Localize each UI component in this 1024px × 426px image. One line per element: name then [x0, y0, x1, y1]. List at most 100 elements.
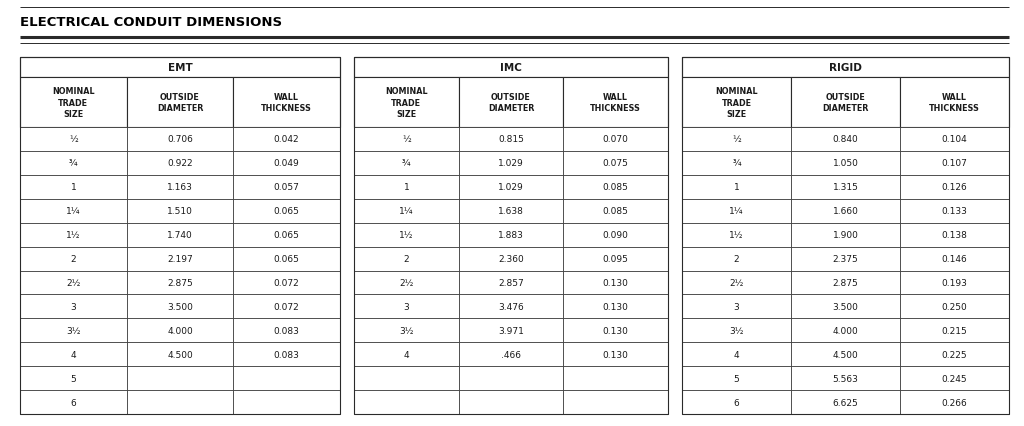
Text: 4.000: 4.000: [833, 326, 858, 335]
Text: 3½: 3½: [399, 326, 414, 335]
Text: 0.130: 0.130: [603, 350, 629, 359]
Bar: [682, 152, 791, 176]
Text: 0.138: 0.138: [941, 230, 968, 239]
Bar: [563, 247, 668, 271]
Text: 1¼: 1¼: [729, 207, 743, 216]
Text: 3.971: 3.971: [498, 326, 524, 335]
Bar: [563, 271, 668, 295]
Bar: [791, 271, 900, 295]
Text: 2: 2: [403, 254, 410, 263]
Text: 2.875: 2.875: [167, 278, 193, 287]
Bar: [233, 78, 340, 128]
Text: ½: ½: [402, 135, 411, 144]
Text: 1¼: 1¼: [399, 207, 414, 216]
Bar: [459, 247, 563, 271]
Bar: [127, 152, 233, 176]
Bar: [459, 366, 563, 390]
Bar: [233, 247, 340, 271]
Text: 0.107: 0.107: [941, 159, 968, 168]
Bar: [354, 78, 459, 128]
Text: 0.065: 0.065: [273, 230, 300, 239]
Text: 4.500: 4.500: [833, 350, 858, 359]
Text: 1.163: 1.163: [167, 183, 193, 192]
Bar: [682, 176, 791, 199]
Bar: [459, 128, 563, 152]
Text: 1½: 1½: [67, 230, 81, 239]
Bar: [563, 223, 668, 247]
Text: OUTSIDE
DIAMETER: OUTSIDE DIAMETER: [822, 93, 868, 113]
Bar: [791, 176, 900, 199]
Bar: [791, 128, 900, 152]
Text: 0.250: 0.250: [942, 302, 968, 311]
Bar: [127, 247, 233, 271]
Text: 1.315: 1.315: [833, 183, 858, 192]
Bar: [682, 390, 791, 414]
Bar: [459, 271, 563, 295]
Bar: [791, 78, 900, 128]
Text: 0.126: 0.126: [942, 183, 968, 192]
Bar: [127, 271, 233, 295]
Bar: [682, 58, 1009, 78]
Bar: [20, 128, 127, 152]
Bar: [682, 58, 1009, 414]
Bar: [354, 58, 668, 414]
Bar: [682, 271, 791, 295]
Text: 3.500: 3.500: [833, 302, 858, 311]
Bar: [20, 319, 127, 343]
Bar: [233, 223, 340, 247]
Bar: [563, 319, 668, 343]
Text: 6: 6: [71, 397, 76, 406]
Bar: [682, 223, 791, 247]
Text: 0.070: 0.070: [603, 135, 629, 144]
Bar: [233, 295, 340, 319]
Text: OUTSIDE
DIAMETER: OUTSIDE DIAMETER: [157, 93, 203, 113]
Bar: [682, 78, 791, 128]
Bar: [354, 223, 459, 247]
Bar: [900, 390, 1009, 414]
Bar: [233, 343, 340, 366]
Text: WALL
THICKNESS: WALL THICKNESS: [929, 93, 980, 113]
Text: ¾: ¾: [732, 159, 740, 168]
Bar: [20, 295, 127, 319]
Bar: [233, 319, 340, 343]
Text: 1.883: 1.883: [498, 230, 524, 239]
Bar: [233, 128, 340, 152]
Bar: [682, 128, 791, 152]
Bar: [127, 78, 233, 128]
Text: 1.050: 1.050: [833, 159, 858, 168]
Bar: [682, 366, 791, 390]
Text: 1½: 1½: [729, 230, 743, 239]
Bar: [354, 58, 668, 78]
Bar: [354, 128, 459, 152]
Bar: [127, 295, 233, 319]
Bar: [127, 223, 233, 247]
Text: WALL
THICKNESS: WALL THICKNESS: [590, 93, 641, 113]
Bar: [682, 319, 791, 343]
Text: EMT: EMT: [168, 63, 193, 73]
Text: .466: .466: [501, 350, 521, 359]
Bar: [127, 319, 233, 343]
Text: ¾: ¾: [69, 159, 78, 168]
Bar: [354, 271, 459, 295]
Text: 1.740: 1.740: [167, 230, 193, 239]
Bar: [900, 295, 1009, 319]
Bar: [900, 176, 1009, 199]
Text: 5: 5: [733, 374, 739, 383]
Bar: [354, 176, 459, 199]
Bar: [354, 295, 459, 319]
Text: 1.510: 1.510: [167, 207, 193, 216]
Text: 0.133: 0.133: [941, 207, 968, 216]
Text: 1.029: 1.029: [498, 159, 524, 168]
Text: 2.375: 2.375: [833, 254, 858, 263]
Text: 0.815: 0.815: [498, 135, 524, 144]
Bar: [354, 366, 459, 390]
Bar: [233, 199, 340, 223]
Text: 2.875: 2.875: [833, 278, 858, 287]
Bar: [900, 343, 1009, 366]
Bar: [20, 343, 127, 366]
Bar: [900, 152, 1009, 176]
Bar: [791, 152, 900, 176]
Bar: [563, 152, 668, 176]
Text: 0.193: 0.193: [941, 278, 968, 287]
Bar: [791, 390, 900, 414]
